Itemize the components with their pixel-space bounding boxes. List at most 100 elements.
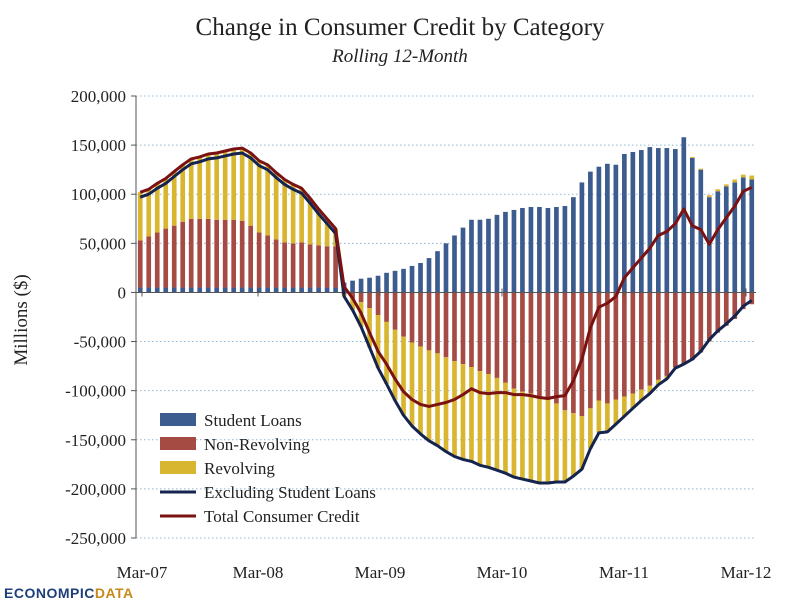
bar-non-revolving [706, 292, 712, 342]
bar-revolving [689, 156, 695, 158]
bar-non-revolving [681, 292, 687, 365]
bar-revolving [290, 184, 296, 244]
bar-revolving [452, 361, 457, 457]
bar-student-loans [307, 287, 313, 293]
bar-revolving [256, 160, 262, 233]
legend-label: Revolving [204, 459, 275, 478]
bar-non-revolving [307, 244, 313, 288]
bar-student-loans [537, 206, 542, 293]
bar-student-loans [188, 287, 194, 293]
bar-student-loans [324, 287, 330, 293]
bar-non-revolving [426, 292, 432, 351]
bar-non-revolving [520, 292, 525, 392]
y-tick-label: -200,000 [65, 480, 126, 499]
bar-revolving [248, 152, 253, 226]
bar-student-loans [171, 287, 177, 293]
legend-swatch [160, 461, 196, 474]
bar-student-loans [443, 243, 449, 293]
bar-non-revolving [639, 292, 644, 390]
bar-student-loans [367, 277, 372, 293]
bar-student-loans [316, 287, 321, 293]
bar-non-revolving [469, 292, 474, 368]
legend-label: Total Consumer Credit [204, 507, 360, 526]
bar-revolving [214, 152, 220, 220]
bar-revolving [299, 188, 304, 243]
bar-revolving [579, 416, 585, 470]
bar-non-revolving [486, 292, 491, 374]
bar-revolving [639, 389, 644, 401]
bar-revolving [749, 175, 755, 180]
bar-student-loans [596, 166, 602, 293]
bar-student-loans [554, 206, 559, 293]
bar-student-loans [664, 148, 670, 293]
bar-revolving [596, 400, 602, 433]
bar-student-loans [282, 287, 287, 293]
bar-revolving [528, 393, 534, 482]
bar-student-loans [562, 206, 568, 293]
bar-non-revolving [740, 292, 746, 310]
y-tick-label: 200,000 [71, 87, 126, 106]
bar-revolving [409, 342, 415, 427]
bar-revolving [282, 179, 287, 243]
bar-non-revolving [265, 235, 270, 288]
bar-revolving [554, 403, 559, 483]
bar-non-revolving [248, 225, 253, 288]
bar-student-loans [180, 287, 186, 293]
bar-revolving [163, 178, 169, 229]
bar-revolving [647, 385, 653, 394]
bar-student-loans [715, 191, 721, 293]
bar-student-loans [452, 235, 457, 293]
bar-non-revolving [452, 292, 457, 362]
bar-non-revolving [723, 292, 729, 326]
x-tick-label: Mar-11 [599, 563, 649, 582]
bar-revolving [571, 413, 576, 477]
bar-student-loans [231, 287, 237, 293]
bar-non-revolving [188, 218, 194, 288]
bar-revolving [622, 396, 627, 417]
bar-non-revolving [256, 232, 262, 288]
bar-revolving [418, 346, 423, 434]
bar-student-loans [681, 137, 687, 293]
site-logo: ECONOMPICDATA [4, 585, 134, 601]
bar-revolving [740, 174, 746, 178]
bar-student-loans [486, 218, 491, 293]
bar-non-revolving [528, 292, 534, 394]
bar-non-revolving [137, 240, 143, 288]
bar-non-revolving [197, 218, 203, 288]
bar-non-revolving [477, 292, 483, 372]
bar-student-loans [545, 207, 551, 293]
x-tick-label: Mar-12 [721, 563, 772, 582]
bar-non-revolving [146, 236, 152, 288]
bar-non-revolving [630, 292, 636, 394]
bar-student-loans [401, 268, 406, 293]
bar-non-revolving [698, 292, 704, 353]
bar-non-revolving [554, 292, 559, 404]
bar-revolving [655, 379, 661, 385]
bar-revolving [350, 298, 355, 311]
bar-revolving [494, 377, 500, 471]
legend-swatch [160, 437, 196, 450]
bar-non-revolving [316, 245, 321, 288]
y-tick-label: -100,000 [65, 382, 126, 401]
bar-student-loans [426, 258, 432, 293]
bar-non-revolving [214, 219, 220, 288]
bar-revolving [239, 148, 245, 221]
y-tick-label: 0 [118, 283, 127, 302]
bar-non-revolving [418, 292, 423, 347]
bar-non-revolving [689, 292, 695, 361]
bar-student-loans [520, 207, 525, 293]
bar-revolving [392, 329, 398, 401]
bar-revolving [715, 189, 721, 192]
bar-revolving [511, 388, 517, 478]
bar-revolving [316, 208, 321, 246]
bar-revolving [503, 382, 508, 474]
legend-swatch [160, 413, 196, 426]
bar-revolving [520, 391, 525, 480]
bar-revolving [613, 399, 619, 425]
bar-non-revolving [664, 292, 670, 376]
bar-student-loans [197, 287, 203, 293]
bar-non-revolving [401, 292, 406, 337]
bar-student-loans [435, 251, 440, 293]
bar-non-revolving [511, 292, 517, 389]
bar-revolving [180, 164, 186, 222]
